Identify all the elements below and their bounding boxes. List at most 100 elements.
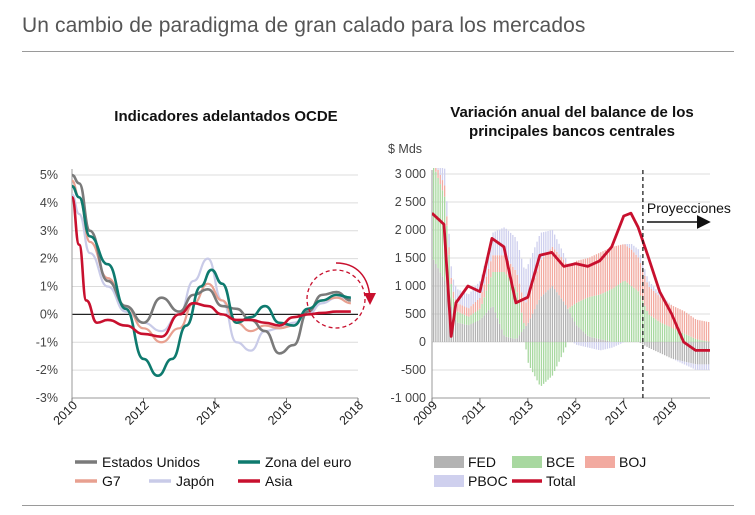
balance-bar-fed — [683, 342, 686, 362]
balance-bar-fed — [433, 259, 435, 342]
balance-x-tick-label: 2019 — [650, 398, 680, 428]
balance-bar-fed — [602, 339, 604, 342]
balance-bar-bce — [536, 342, 538, 381]
balance-bar-boj — [602, 251, 604, 294]
balance-bar-boj — [457, 303, 459, 312]
balance-bar-bce — [483, 297, 485, 316]
balance-bar-boj — [488, 268, 490, 284]
balance-bar-boj — [620, 244, 622, 284]
balance-bar-pboc — [701, 364, 703, 370]
balance-bar-bce — [705, 341, 708, 342]
balance-bar-boj — [617, 245, 620, 285]
balance-bar-fed — [527, 322, 529, 342]
balance-bar-bce — [448, 254, 450, 298]
balance-bar-pboc — [525, 268, 527, 303]
balance-bar-bce — [466, 315, 468, 325]
balance-bar-fed — [580, 329, 582, 342]
balance-bar-pboc — [681, 361, 683, 364]
balance-bar-fed — [697, 342, 699, 365]
balance-bar-pboc — [692, 363, 694, 369]
balance-bar-boj — [479, 297, 481, 309]
balance-bar-fed — [485, 312, 488, 342]
balance-bar-fed — [657, 342, 659, 353]
balance-bar-fed — [694, 342, 697, 365]
balance-bar-fed — [481, 317, 483, 342]
balance-bar-bce — [437, 177, 439, 269]
balance-bar-boj — [591, 256, 593, 297]
balance-bar-pboc — [433, 138, 434, 160]
balance-bar-bce — [595, 295, 598, 339]
balance-bar-bce — [624, 280, 626, 342]
balance-bar-pboc — [620, 342, 622, 344]
balance-bar-pboc — [628, 244, 631, 248]
balance-bar-pboc — [492, 232, 494, 256]
balance-bar-bce — [554, 342, 556, 372]
balance-bar-boj — [576, 260, 578, 303]
legend-swatch-boj — [585, 456, 615, 468]
balance-bar-pboc — [505, 228, 507, 258]
balance-bar-pboc — [556, 239, 558, 252]
balance-bar-fed — [569, 313, 571, 342]
balance-bar-boj — [474, 301, 477, 312]
balance-bar-boj — [551, 246, 554, 287]
balance-bar-bce — [672, 328, 675, 342]
balance-bar-fed — [446, 289, 448, 342]
balance-bar-pboc — [589, 342, 591, 348]
balance-bar-bce — [507, 277, 510, 338]
balance-bar-bce — [600, 294, 602, 340]
balance-bar-boj — [648, 286, 650, 315]
balance-bar-fed — [589, 336, 591, 342]
balance-bar-bce — [525, 342, 527, 350]
balance-bar-boj — [659, 297, 661, 323]
balance-bar-pboc — [617, 342, 620, 345]
balance-line-total — [432, 211, 710, 352]
balance-bar-boj — [459, 304, 461, 313]
balance-bar-fed — [653, 342, 655, 351]
balance-bar-fed — [494, 312, 496, 342]
balance-bar-boj — [549, 249, 551, 289]
balance-bar-boj — [503, 255, 505, 272]
balance-bar-fed — [516, 338, 518, 342]
balance-bar-bce — [459, 312, 461, 324]
balance-y-tick-label: 500 — [405, 307, 426, 321]
balance-bar-bce — [560, 342, 562, 358]
balance-bar-pboc — [593, 342, 595, 349]
balance-bar-fed — [518, 335, 521, 342]
balance-bar-fed — [556, 292, 558, 342]
balance-bar-boj — [679, 309, 681, 332]
balance-bar-bce — [474, 311, 477, 322]
balance-bar-boj — [512, 266, 514, 284]
oecd-series — [72, 173, 352, 377]
balance-bar-boj — [593, 255, 595, 296]
balance-bar-bce — [622, 281, 624, 342]
balance-bar-pboc — [580, 342, 582, 346]
balance-bar-boj — [604, 250, 606, 293]
balance-bar-fed — [488, 310, 490, 342]
balance-bar-boj — [622, 244, 624, 282]
balance-bar-bce — [617, 284, 620, 342]
balance-bar-fed — [573, 321, 576, 342]
balance-bar-fed — [686, 342, 688, 363]
balance-bar-pboc — [650, 284, 653, 289]
balance-bar-pboc — [602, 342, 604, 350]
balance-bar-bce — [631, 286, 633, 342]
oecd-y-tick-label: -2% — [36, 363, 58, 377]
balance-x-tick-label: 2015 — [554, 398, 584, 428]
balance-bar-fed — [681, 342, 683, 362]
balance-bar-pboc — [448, 233, 450, 248]
balance-bar-bce — [479, 308, 481, 320]
balance-bar-bce — [677, 330, 679, 342]
balance-bar-pboc — [668, 302, 670, 304]
balance-bar-pboc — [595, 342, 598, 350]
balance-bar-boj — [655, 293, 657, 320]
balance-bar-fed — [490, 307, 492, 342]
balance-bar-pboc — [657, 291, 659, 296]
legend-label-asia: Asia — [265, 473, 292, 489]
balance-bar-fed — [512, 338, 514, 342]
oecd-line-estados_unidos — [72, 173, 352, 355]
balance-bar-fed — [675, 342, 677, 360]
balance-bar-boj — [624, 244, 626, 281]
balance-bar-fed — [461, 323, 463, 342]
balance-bar-pboc — [624, 244, 626, 245]
balance-bar-bce — [655, 319, 657, 342]
